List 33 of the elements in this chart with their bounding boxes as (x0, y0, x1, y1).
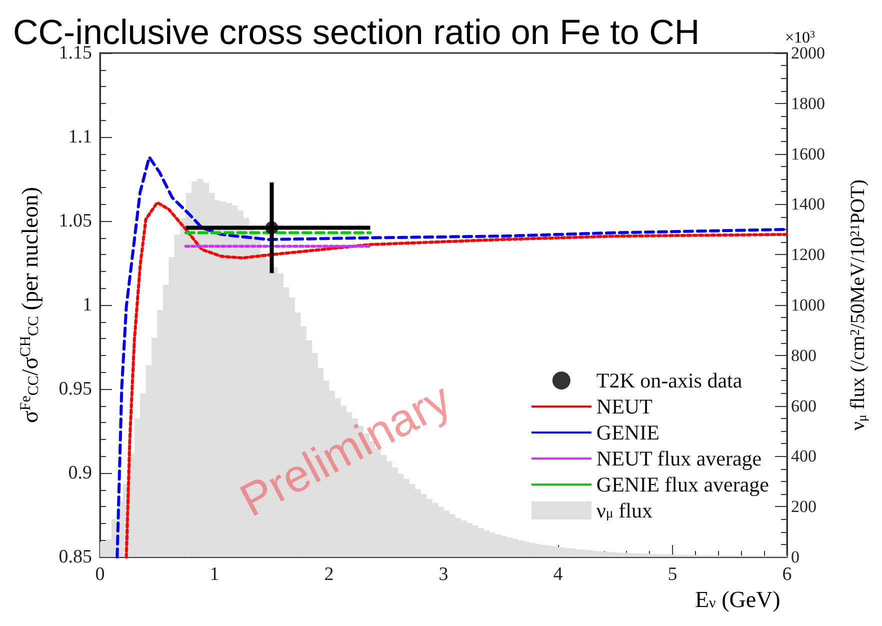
x-axis-title: Eν (GeV) (695, 587, 780, 612)
legend-label: NEUT flux average (596, 446, 762, 470)
x-tick-label: 6 (782, 564, 792, 585)
y2-tick-label: 800 (791, 346, 816, 365)
y-tick-label: 0.9 (68, 462, 92, 484)
x-tick-label: 5 (668, 564, 678, 585)
y2-tick-label: 1200 (791, 245, 825, 264)
y2-axis-title: νμ flux (/cm2/50MeV/1021POT) (847, 179, 869, 431)
x-tick-label: 2 (324, 564, 334, 585)
y-tick-label: 1 (82, 294, 92, 316)
x-tick-label: 0 (95, 564, 105, 585)
y2-tick-label: 600 (791, 396, 816, 416)
y2-tick-label: 0 (791, 548, 800, 566)
x-tick-label: 1 (210, 564, 220, 585)
legend-label: GENIE flux average (596, 472, 770, 496)
y2-tick-label: 400 (791, 446, 816, 466)
y-tick-label: 1.05 (58, 210, 92, 232)
legend-label: GENIE (596, 420, 660, 444)
y2-tick-label: 1400 (791, 194, 825, 214)
y-tick-label: 0.85 (58, 546, 92, 568)
y-tick-label: 1.1 (68, 126, 92, 148)
x-tick-label: 3 (438, 564, 448, 585)
legend-label: νμ flux (596, 498, 653, 522)
y-axis-title: σFeCC/σCHCC (per nucleon) (18, 186, 42, 424)
x-tick-label: 4 (553, 564, 564, 585)
y2-tick-label: 200 (791, 497, 816, 516)
y2-tick-label: 1000 (791, 296, 825, 314)
legend-label: NEUT (596, 394, 653, 418)
y2-tick-label: 1600 (791, 144, 825, 164)
y2-tick-label: 1800 (791, 94, 825, 113)
y-tick-label: 0.95 (58, 378, 92, 400)
legend-label: T2K on-axis data (596, 368, 743, 392)
y2-tick-label: 2000 (791, 44, 825, 62)
